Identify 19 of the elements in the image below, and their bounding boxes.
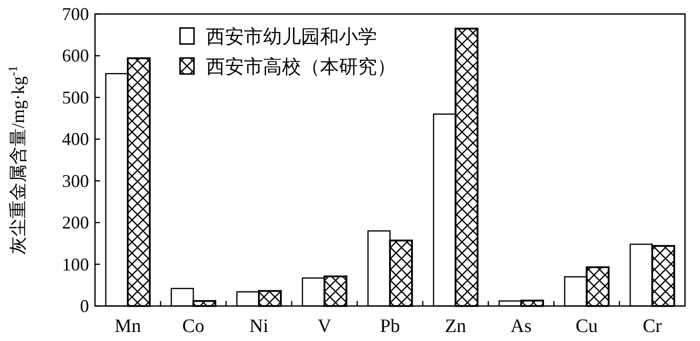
x-tick-label: Cu <box>576 316 598 337</box>
x-tick-label: Mn <box>114 316 142 337</box>
legend-label: 西安市幼儿园和小学 <box>206 26 377 48</box>
x-tick-label: As <box>510 316 532 337</box>
x-tick-label: V <box>318 316 332 337</box>
x-tick-label: Ni <box>249 316 268 337</box>
y-tick-label: 700 <box>62 4 89 24</box>
x-tick-label: Pb <box>380 316 400 337</box>
y-tick-label: 400 <box>62 129 89 150</box>
y-tick-label: 300 <box>62 170 89 191</box>
x-tick-label: Co <box>182 316 204 337</box>
y-tick-label: 0 <box>80 296 89 316</box>
x-tick-label: Zn <box>445 316 467 337</box>
y-tick-label: 600 <box>62 46 89 66</box>
y-tick-label: 100 <box>62 254 89 274</box>
legend-label: 西安市高校（本研究） <box>206 56 396 78</box>
y-tick-label: 200 <box>62 212 89 233</box>
x-tick-label: Cr <box>642 316 662 337</box>
y-tick-label: 500 <box>62 87 89 108</box>
